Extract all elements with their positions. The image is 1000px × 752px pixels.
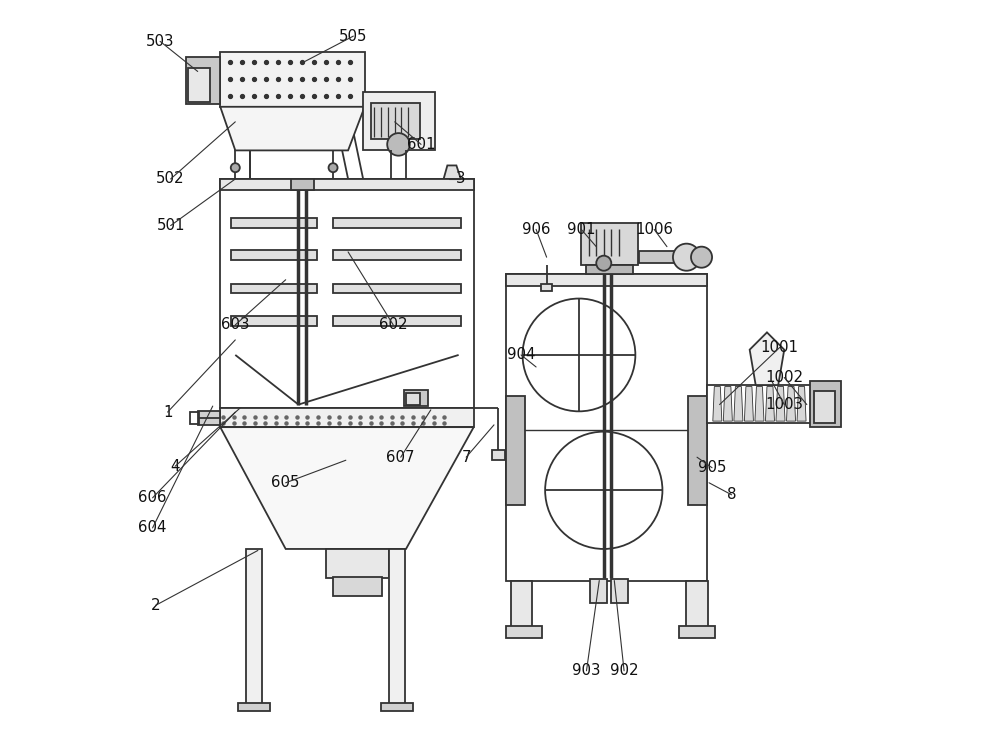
Bar: [371, 103, 420, 139]
Bar: [333, 577, 382, 596]
Bar: [814, 391, 835, 423]
Bar: [590, 579, 607, 603]
Bar: [333, 218, 461, 228]
Bar: [198, 411, 220, 425]
Polygon shape: [765, 387, 774, 421]
Text: 502: 502: [156, 171, 185, 186]
Bar: [586, 265, 633, 274]
Text: 7: 7: [461, 450, 471, 465]
Text: 3: 3: [455, 171, 465, 186]
Text: 905: 905: [698, 460, 726, 475]
Bar: [506, 274, 707, 581]
Bar: [220, 179, 474, 408]
Text: 903: 903: [572, 663, 601, 678]
Text: 1001: 1001: [761, 340, 799, 355]
Bar: [581, 223, 638, 265]
Bar: [506, 626, 542, 638]
Text: 601: 601: [407, 137, 435, 152]
Bar: [186, 57, 220, 104]
Bar: [220, 408, 474, 427]
Polygon shape: [755, 387, 764, 421]
Text: 606: 606: [138, 490, 167, 505]
Bar: [326, 549, 389, 578]
Text: 501: 501: [156, 218, 185, 233]
Text: 4: 4: [170, 459, 180, 474]
Polygon shape: [444, 165, 461, 179]
Bar: [406, 393, 420, 405]
Bar: [686, 581, 708, 628]
Bar: [679, 626, 715, 638]
Text: 1002: 1002: [765, 370, 803, 385]
Text: 901: 901: [567, 222, 595, 237]
Polygon shape: [797, 387, 806, 421]
Polygon shape: [734, 387, 743, 421]
Polygon shape: [713, 387, 722, 421]
Circle shape: [596, 256, 611, 271]
Polygon shape: [744, 387, 753, 421]
Bar: [231, 218, 317, 228]
Bar: [363, 92, 435, 150]
Bar: [231, 316, 317, 326]
Circle shape: [673, 244, 700, 271]
Bar: [291, 179, 314, 190]
Bar: [541, 284, 552, 291]
Bar: [611, 579, 628, 603]
Polygon shape: [220, 427, 474, 549]
Bar: [333, 316, 461, 326]
Text: 902: 902: [610, 663, 638, 678]
Circle shape: [329, 163, 338, 172]
Text: 607: 607: [386, 450, 415, 465]
Bar: [506, 396, 525, 505]
Bar: [688, 396, 707, 505]
Text: 505: 505: [339, 29, 368, 44]
Bar: [639, 251, 701, 263]
Bar: [231, 250, 317, 260]
Bar: [188, 68, 210, 102]
Circle shape: [231, 163, 240, 172]
Polygon shape: [723, 387, 732, 421]
Text: 906: 906: [522, 222, 550, 237]
Bar: [389, 549, 405, 705]
Text: 1006: 1006: [635, 222, 673, 237]
Bar: [190, 412, 199, 424]
Bar: [231, 284, 317, 293]
Circle shape: [387, 133, 410, 156]
Text: 604: 604: [138, 520, 167, 535]
Circle shape: [691, 247, 712, 268]
Bar: [506, 274, 707, 286]
Text: 602: 602: [379, 317, 408, 332]
Text: 904: 904: [507, 347, 535, 362]
Bar: [246, 549, 262, 705]
Bar: [220, 52, 365, 107]
Bar: [238, 703, 270, 711]
Bar: [707, 385, 811, 423]
Text: 1: 1: [163, 405, 172, 420]
Text: 503: 503: [146, 34, 174, 49]
Bar: [404, 390, 428, 406]
Bar: [511, 581, 532, 628]
Bar: [381, 703, 413, 711]
Bar: [810, 381, 841, 427]
Polygon shape: [776, 387, 785, 421]
Bar: [492, 450, 505, 460]
Polygon shape: [220, 107, 365, 150]
Polygon shape: [750, 332, 784, 385]
Bar: [333, 284, 461, 293]
Bar: [220, 179, 474, 190]
Text: 2: 2: [151, 598, 160, 613]
Bar: [333, 250, 461, 260]
Text: 605: 605: [271, 475, 300, 490]
Text: 8: 8: [727, 487, 736, 502]
Polygon shape: [787, 387, 796, 421]
Text: 603: 603: [221, 317, 250, 332]
Text: 1003: 1003: [765, 397, 803, 412]
